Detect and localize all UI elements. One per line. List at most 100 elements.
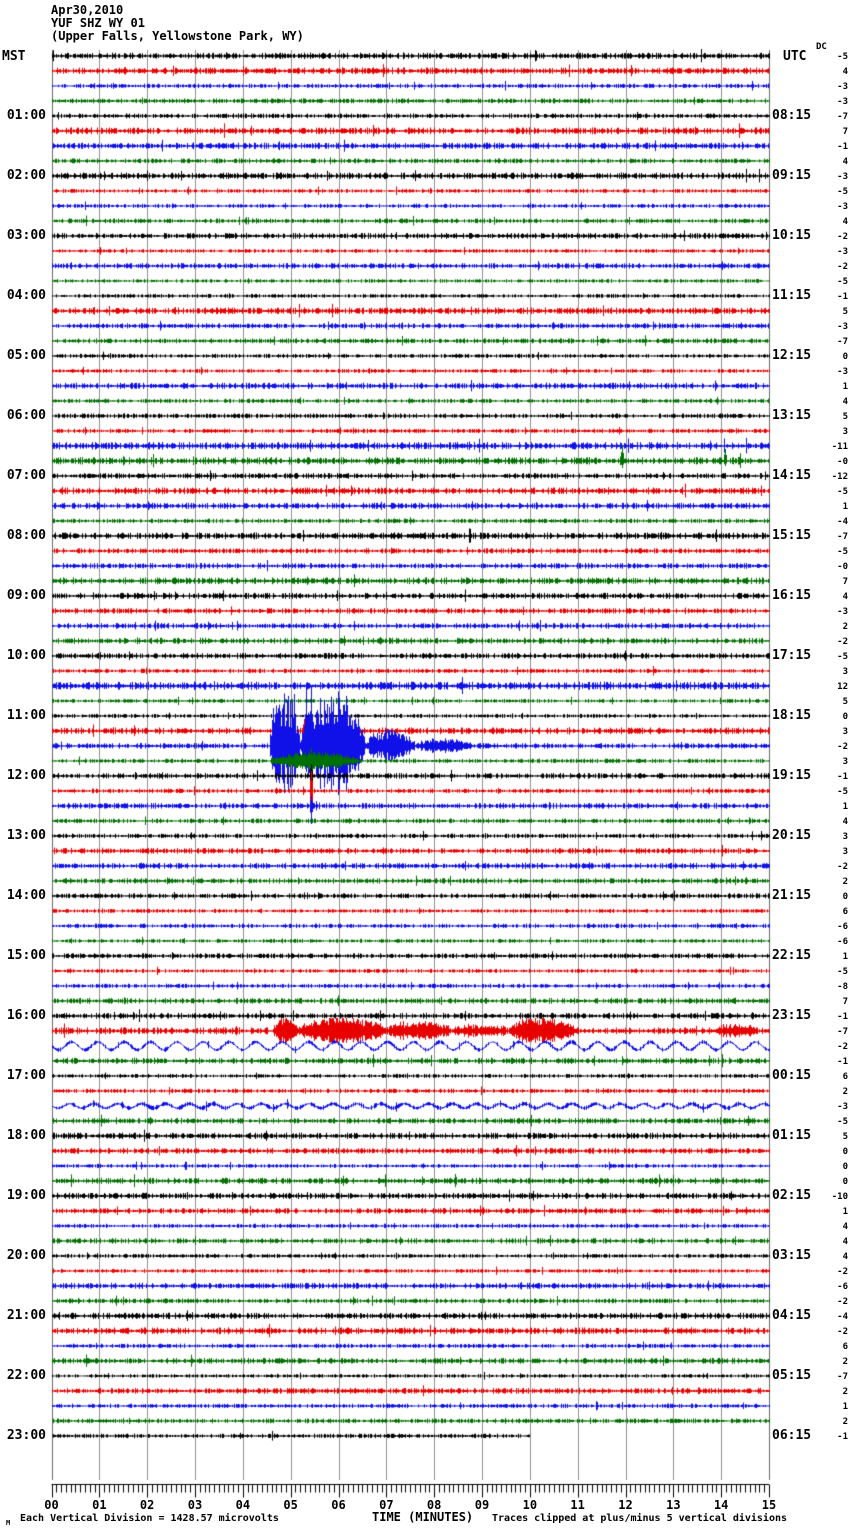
dc-offset-value: -6 xyxy=(837,1282,848,1292)
dc-offset-value: 2 xyxy=(842,1357,848,1367)
left-time-label: 03:00 xyxy=(6,228,46,243)
left-time-label: 16:00 xyxy=(6,1008,46,1023)
right-time-label: 01:15 xyxy=(772,1128,812,1143)
x-axis-tick-label: 11 xyxy=(570,1498,585,1512)
left-time-label: 09:00 xyxy=(6,588,46,603)
left-time-label: 14:00 xyxy=(6,888,46,903)
dc-offset-value: 2 xyxy=(842,622,848,632)
dc-offset-value: -2 xyxy=(837,862,848,872)
right-time-label: 04:15 xyxy=(772,1308,812,1323)
dc-offset-value: 2 xyxy=(842,1387,848,1397)
left-time-label: 07:00 xyxy=(6,468,46,483)
dc-offset-value: -7 xyxy=(837,1372,848,1382)
dc-offset-value: 5 xyxy=(842,307,848,317)
x-axis-tick-label: 14 xyxy=(713,1498,729,1512)
dc-offset-value: -3 xyxy=(837,322,848,332)
dc-offset-value: -5 xyxy=(837,487,848,497)
right-time-label: 22:15 xyxy=(772,948,812,963)
dc-offset-value: 0 xyxy=(842,352,848,362)
dc-offset-value: 12 xyxy=(837,682,848,692)
dc-offset-value: -5 xyxy=(837,787,848,797)
right-time-label: 12:15 xyxy=(772,348,812,363)
title-location: (Upper Falls, Yellowstone Park, WY) xyxy=(51,29,304,43)
right-time-label: 06:15 xyxy=(772,1428,812,1443)
title-station: YUF SHZ WY 01 xyxy=(51,16,145,30)
dc-offset-value: 1 xyxy=(842,382,848,392)
dc-offset-value: 0 xyxy=(842,712,848,722)
dc-offset-value: -12 xyxy=(831,472,848,482)
dc-offset-value: -1 xyxy=(837,772,848,782)
dc-offset-value: 1 xyxy=(842,802,848,812)
dc-offset-value: 0 xyxy=(842,1162,848,1172)
dc-offset-value: 1 xyxy=(842,1402,848,1412)
dc-offset-value: 4 xyxy=(842,592,848,602)
dc-offset-value: -2 xyxy=(837,262,848,272)
right-time-label: 20:15 xyxy=(772,828,812,843)
dc-offset-value: -1 xyxy=(837,292,848,302)
dc-offset-value: 4 xyxy=(842,1237,848,1247)
dc-offset-value: 3 xyxy=(842,757,848,767)
right-time-label: 14:15 xyxy=(772,468,812,483)
right-time-label: 00:15 xyxy=(772,1068,812,1083)
x-axis-tick-label: 02 xyxy=(139,1498,155,1512)
left-time-label: 04:00 xyxy=(6,288,46,303)
dc-offset-value: 1 xyxy=(842,1207,848,1217)
left-time-label: 20:00 xyxy=(6,1248,46,1263)
dc-offset-value: 5 xyxy=(842,412,848,422)
x-axis-tick-label: 10 xyxy=(522,1498,538,1512)
dc-offset-value: -0 xyxy=(837,562,848,572)
dc-offset-value: 3 xyxy=(842,847,848,857)
dc-offset-value: -2 xyxy=(837,637,848,647)
left-time-label: 02:00 xyxy=(6,168,46,183)
right-time-label: 05:15 xyxy=(772,1368,812,1383)
dc-offset-value: -7 xyxy=(837,337,848,347)
dc-offset-value: -7 xyxy=(837,532,848,542)
dc-offset-value: -3 xyxy=(837,607,848,617)
dc-offset-value: -5 xyxy=(837,967,848,977)
dc-offset-value: -1 xyxy=(837,1012,848,1022)
corner-mark: M xyxy=(6,1519,11,1527)
dc-offset-value: 4 xyxy=(842,157,848,167)
right-time-label: 08:15 xyxy=(772,108,812,123)
dc-offset-value: -3 xyxy=(837,1102,848,1112)
dc-offset-value: -1 xyxy=(837,1057,848,1067)
right-time-label: 23:15 xyxy=(772,1008,812,1023)
right-time-label: 17:15 xyxy=(772,648,812,663)
dc-offset-value: 2 xyxy=(842,1087,848,1097)
dc-offset-value: -5 xyxy=(837,52,848,62)
dc-offset-value: -2 xyxy=(837,1327,848,1337)
dc-offset-value: -5 xyxy=(837,547,848,557)
dc-offset-value: 4 xyxy=(842,817,848,827)
dc-offset-value: -3 xyxy=(837,367,848,377)
right-time-label: 03:15 xyxy=(772,1248,812,1263)
dc-offset-value: 0 xyxy=(842,892,848,902)
dc-offset-value: -1 xyxy=(837,142,848,152)
dc-offset-value: 6 xyxy=(842,1072,848,1082)
left-time-label: 05:00 xyxy=(6,348,46,363)
dc-offset-value: 6 xyxy=(842,1342,848,1352)
left-time-label: 08:00 xyxy=(6,528,46,543)
dc-offset-value: 5 xyxy=(842,697,848,707)
footer-clip-note: Traces clipped at plus/minus 5 vertical … xyxy=(492,1513,788,1524)
x-axis-tick-label: 12 xyxy=(618,1498,633,1512)
title-date: Apr30,2010 xyxy=(51,3,124,17)
dc-offset-value: -2 xyxy=(837,1042,848,1052)
dc-offset-value: -2 xyxy=(837,232,848,242)
dc-offset-value: 4 xyxy=(842,397,848,407)
right-time-label: 02:15 xyxy=(772,1188,812,1203)
left-time-label: 19:00 xyxy=(6,1188,46,1203)
left-time-label: 11:00 xyxy=(6,708,46,723)
x-axis-tick-label: 03 xyxy=(187,1498,203,1512)
x-axis-tick-label: 08 xyxy=(426,1498,442,1512)
dc-offset-value: 2 xyxy=(842,1417,848,1427)
right-time-label: 15:15 xyxy=(772,528,812,543)
dc-offset-value: -6 xyxy=(837,937,848,947)
left-time-label: 18:00 xyxy=(6,1128,46,1143)
x-axis-tick-label: 06 xyxy=(331,1498,346,1512)
x-axis-tick-label: 13 xyxy=(666,1498,681,1512)
dc-offset-value: -5 xyxy=(837,1117,848,1127)
dc-offset-value: 3 xyxy=(842,832,848,842)
dc-offset-value: -5 xyxy=(837,187,848,197)
left-time-label: 23:00 xyxy=(6,1428,46,1443)
